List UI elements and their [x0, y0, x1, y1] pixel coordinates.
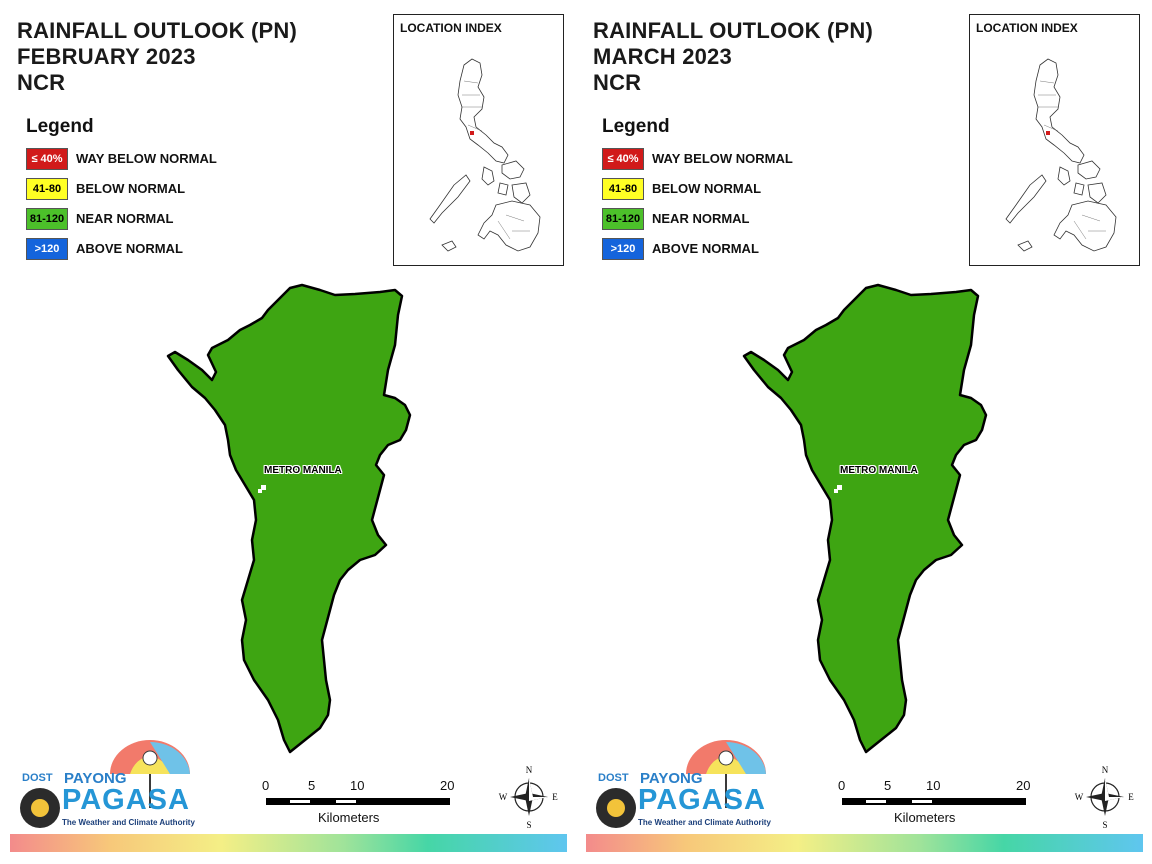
title-line-region: NCR	[593, 70, 642, 95]
panel-title: RAINFALL OUTLOOK (PN) MARCH 2023 NCR	[593, 18, 873, 96]
compass-e: E	[1128, 792, 1134, 802]
panel-title: RAINFALL OUTLOOK (PN) FEBRUARY 2023 NCR	[17, 18, 297, 96]
logo-payong-text: PAYONG	[64, 770, 127, 787]
ncr-rainfall-map	[166, 283, 412, 754]
legend-swatch-above: >120	[602, 238, 644, 260]
philippines-outline-map	[1005, 58, 1117, 252]
pagasa-logo: DOST PAYONG PAGASA The Weather and Clima…	[594, 738, 774, 833]
scale-bar-graphic	[842, 798, 1026, 805]
location-index-box: LOCATION INDEX	[969, 14, 1140, 266]
umbrella-icon	[596, 740, 766, 828]
legend-swatch-below: 41-80	[26, 178, 68, 200]
map-marker	[834, 489, 838, 493]
legend-title: Legend	[602, 116, 670, 137]
region-label: METRO MANILA	[840, 465, 918, 476]
legend-swatch-above: >120	[26, 238, 68, 260]
logo-tagline: The Weather and Climate Authority	[638, 818, 771, 827]
legend-swatch-near: 81-120	[26, 208, 68, 230]
scale-tick-label: 20	[1016, 778, 1031, 793]
logo-pagasa-text: PAGASA	[638, 784, 766, 816]
scale-tick-label: 0	[262, 778, 270, 793]
outlook-panel-march: RAINFALL OUTLOOK (PN) MARCH 2023 NCR Leg…	[576, 0, 1152, 864]
region-label: METRO MANILA	[264, 465, 342, 476]
compass-w: W	[1075, 792, 1084, 802]
title-line-region: NCR	[17, 70, 66, 95]
compass-n: N	[1102, 765, 1109, 775]
legend-item: 41-80 BELOW NORMAL	[602, 178, 761, 208]
legend-label: NEAR NORMAL	[76, 211, 174, 226]
legend-swatch-near: 81-120	[602, 208, 644, 230]
legend-label: BELOW NORMAL	[76, 181, 186, 196]
legend-item: >120 ABOVE NORMAL	[26, 238, 183, 268]
ncr-location-marker	[470, 131, 474, 135]
scale-tick-label: 20	[440, 778, 455, 793]
legend-item: ≤ 40% WAY BELOW NORMAL	[602, 148, 793, 178]
legend-swatch-way-below: ≤ 40%	[26, 148, 68, 170]
legend-swatch-below: 41-80	[602, 178, 644, 200]
compass-icon: N S E W	[499, 765, 559, 830]
legend-item: 81-120 NEAR NORMAL	[602, 208, 750, 238]
legend-label: ABOVE NORMAL	[652, 241, 759, 256]
color-gradient-bar	[10, 834, 567, 852]
compass-icon: N S E W	[1075, 765, 1135, 830]
scale-tick-label: 5	[884, 778, 892, 793]
map-marker	[258, 489, 262, 493]
scale-tick-label: 10	[926, 778, 941, 793]
location-index-box: LOCATION INDEX	[393, 14, 564, 266]
map-marker	[261, 485, 266, 490]
logo-pagasa-text: PAGASA	[62, 784, 190, 816]
legend-item: 41-80 BELOW NORMAL	[26, 178, 185, 208]
legend-item: 81-120 NEAR NORMAL	[26, 208, 174, 238]
color-gradient-bar	[586, 834, 1143, 852]
legend-label: WAY BELOW NORMAL	[652, 151, 793, 166]
legend-swatch-way-below: ≤ 40%	[602, 148, 644, 170]
title-line-month: MARCH 2023	[593, 44, 732, 69]
ncr-rainfall-map	[742, 283, 988, 754]
scale-tick-label: 10	[350, 778, 365, 793]
legend-label: NEAR NORMAL	[652, 211, 750, 226]
scale-unit-label: Kilometers	[318, 810, 380, 825]
legend-item: >120 ABOVE NORMAL	[602, 238, 759, 268]
title-line-main: RAINFALL OUTLOOK (PN)	[17, 18, 297, 43]
legend: Legend ≤ 40% WAY BELOW NORMAL 41-80 BELO…	[602, 116, 793, 268]
legend-title: Legend	[26, 116, 94, 137]
philippines-outline-map	[429, 58, 541, 252]
legend-item: ≤ 40% WAY BELOW NORMAL	[26, 148, 217, 178]
logo-payong-text: PAYONG	[640, 770, 703, 787]
legend-label: WAY BELOW NORMAL	[76, 151, 217, 166]
legend-label: BELOW NORMAL	[652, 181, 762, 196]
compass-w: W	[499, 792, 508, 802]
compass-n: N	[526, 765, 533, 775]
scale-bar: 0 5 10 20 Kilometers	[834, 778, 1034, 828]
legend-label: ABOVE NORMAL	[76, 241, 183, 256]
outlook-panel-february: RAINFALL OUTLOOK (PN) FEBRUARY 2023 NCR …	[10, 14, 567, 852]
compass-s: S	[1102, 820, 1107, 830]
ncr-location-marker	[1046, 131, 1050, 135]
logo-tagline: The Weather and Climate Authority	[62, 818, 195, 827]
scale-bar: 0 5 10 20 Kilometers	[258, 778, 458, 828]
logo-dost-text: DOST	[22, 772, 53, 784]
map-marker	[837, 485, 842, 490]
compass-s: S	[526, 820, 531, 830]
scale-tick-label: 0	[838, 778, 846, 793]
location-index-title: LOCATION INDEX	[976, 21, 1078, 35]
scale-bar-graphic	[266, 798, 450, 805]
scale-tick-label: 5	[308, 778, 316, 793]
title-line-main: RAINFALL OUTLOOK (PN)	[593, 18, 873, 43]
pagasa-logo: DOST PAYONG PAGASA The Weather and Clima…	[18, 738, 198, 833]
location-index-title: LOCATION INDEX	[400, 21, 502, 35]
scale-unit-label: Kilometers	[894, 810, 956, 825]
legend: Legend ≤ 40% WAY BELOW NORMAL 41-80 BELO…	[26, 116, 217, 268]
logo-dost-text: DOST	[598, 772, 629, 784]
title-line-month: FEBRUARY 2023	[17, 44, 196, 69]
compass-e: E	[552, 792, 558, 802]
umbrella-icon	[20, 740, 190, 828]
